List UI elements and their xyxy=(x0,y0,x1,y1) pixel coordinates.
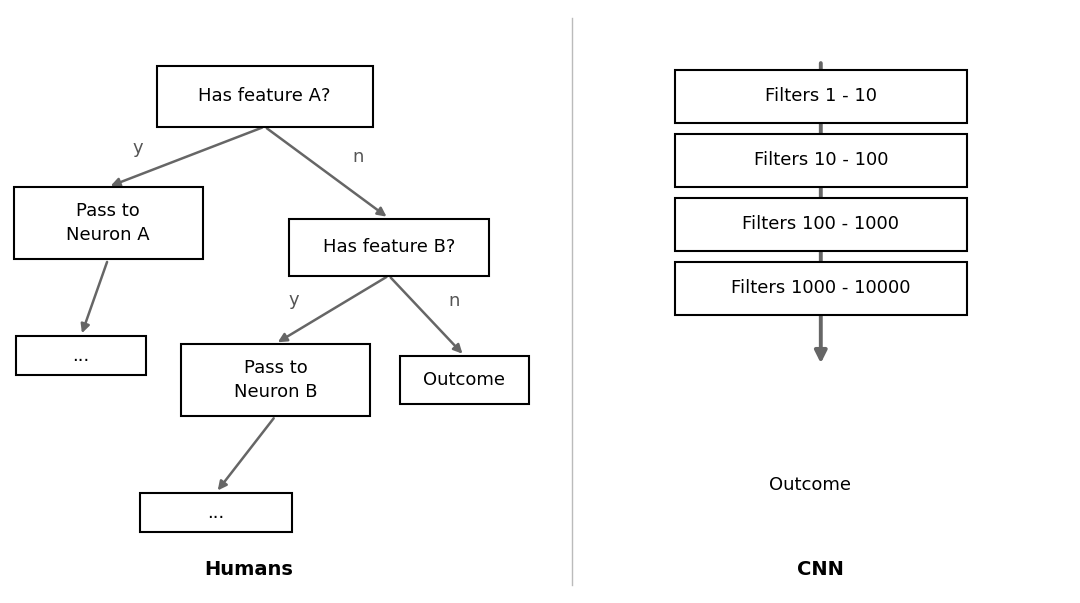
Text: Filters 10 - 100: Filters 10 - 100 xyxy=(754,151,888,169)
Text: y: y xyxy=(133,139,144,157)
Text: n: n xyxy=(448,292,459,311)
FancyBboxPatch shape xyxy=(140,493,292,532)
Text: Filters 100 - 1000: Filters 100 - 1000 xyxy=(742,215,900,233)
FancyBboxPatch shape xyxy=(181,344,369,416)
Text: y: y xyxy=(288,291,299,309)
FancyBboxPatch shape xyxy=(675,262,967,315)
Text: Filters 1000 - 10000: Filters 1000 - 10000 xyxy=(731,279,910,297)
Text: n: n xyxy=(353,148,364,166)
Text: Has feature B?: Has feature B? xyxy=(323,238,455,256)
Text: ...: ... xyxy=(72,347,90,365)
Text: Has feature A?: Has feature A? xyxy=(199,87,330,106)
FancyBboxPatch shape xyxy=(157,66,373,127)
Text: Pass to
Neuron B: Pass to Neuron B xyxy=(233,359,318,400)
Text: Outcome: Outcome xyxy=(423,371,505,389)
Text: CNN: CNN xyxy=(797,560,845,579)
FancyBboxPatch shape xyxy=(675,198,967,251)
FancyBboxPatch shape xyxy=(289,219,488,276)
FancyBboxPatch shape xyxy=(14,187,203,259)
Text: Pass to
Neuron A: Pass to Neuron A xyxy=(66,203,150,244)
FancyBboxPatch shape xyxy=(16,336,146,375)
Text: ...: ... xyxy=(207,504,225,522)
Text: Humans: Humans xyxy=(204,560,293,579)
FancyBboxPatch shape xyxy=(400,356,529,404)
FancyBboxPatch shape xyxy=(675,134,967,187)
Text: Outcome: Outcome xyxy=(769,476,851,494)
Text: Filters 1 - 10: Filters 1 - 10 xyxy=(765,87,877,106)
FancyBboxPatch shape xyxy=(675,70,967,123)
